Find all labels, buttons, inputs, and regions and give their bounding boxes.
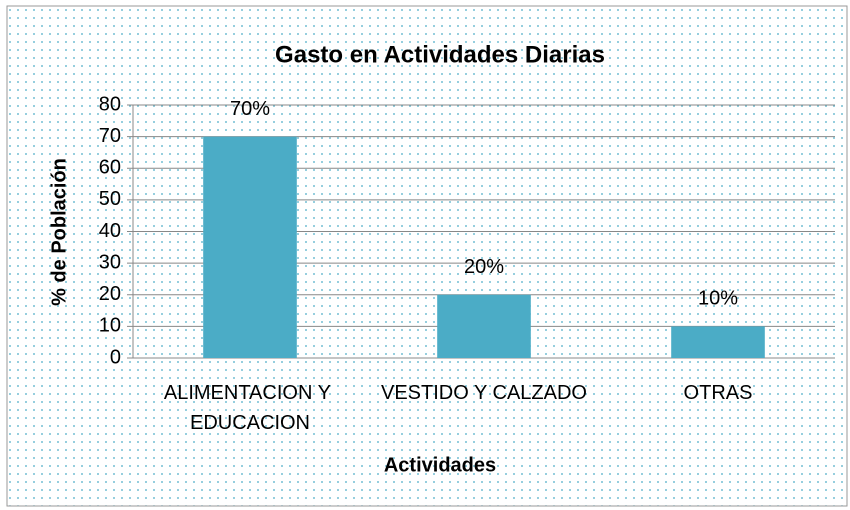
x-axis-label: Actividades (384, 454, 496, 476)
bar (203, 136, 297, 358)
y-tick-label: 50 (99, 188, 121, 210)
x-tick-label: ALIMENTACION Y EDUCACION (164, 382, 336, 434)
y-tick-label: 80 (99, 93, 121, 115)
x-tick-label: VESTIDO Y CALZADO (381, 382, 587, 404)
data-label: 10% (698, 288, 738, 310)
data-label: 70% (230, 98, 270, 120)
y-tick-label: 10 (99, 315, 121, 337)
y-tick-label: 30 (99, 251, 121, 273)
y-axis-label: % de Población (48, 158, 70, 306)
x-tick-label: OTRAS (684, 382, 753, 404)
y-tick-label: 60 (99, 157, 121, 179)
bar (437, 294, 531, 358)
chart-title: Gasto en Actividades Diarias (275, 41, 605, 68)
y-tick-label: 70 (99, 125, 121, 147)
bar (671, 326, 765, 358)
y-tick-label: 20 (99, 283, 121, 305)
y-tick-label: 40 (99, 220, 121, 242)
data-label: 20% (464, 256, 504, 278)
y-tick-label: 0 (110, 346, 121, 368)
